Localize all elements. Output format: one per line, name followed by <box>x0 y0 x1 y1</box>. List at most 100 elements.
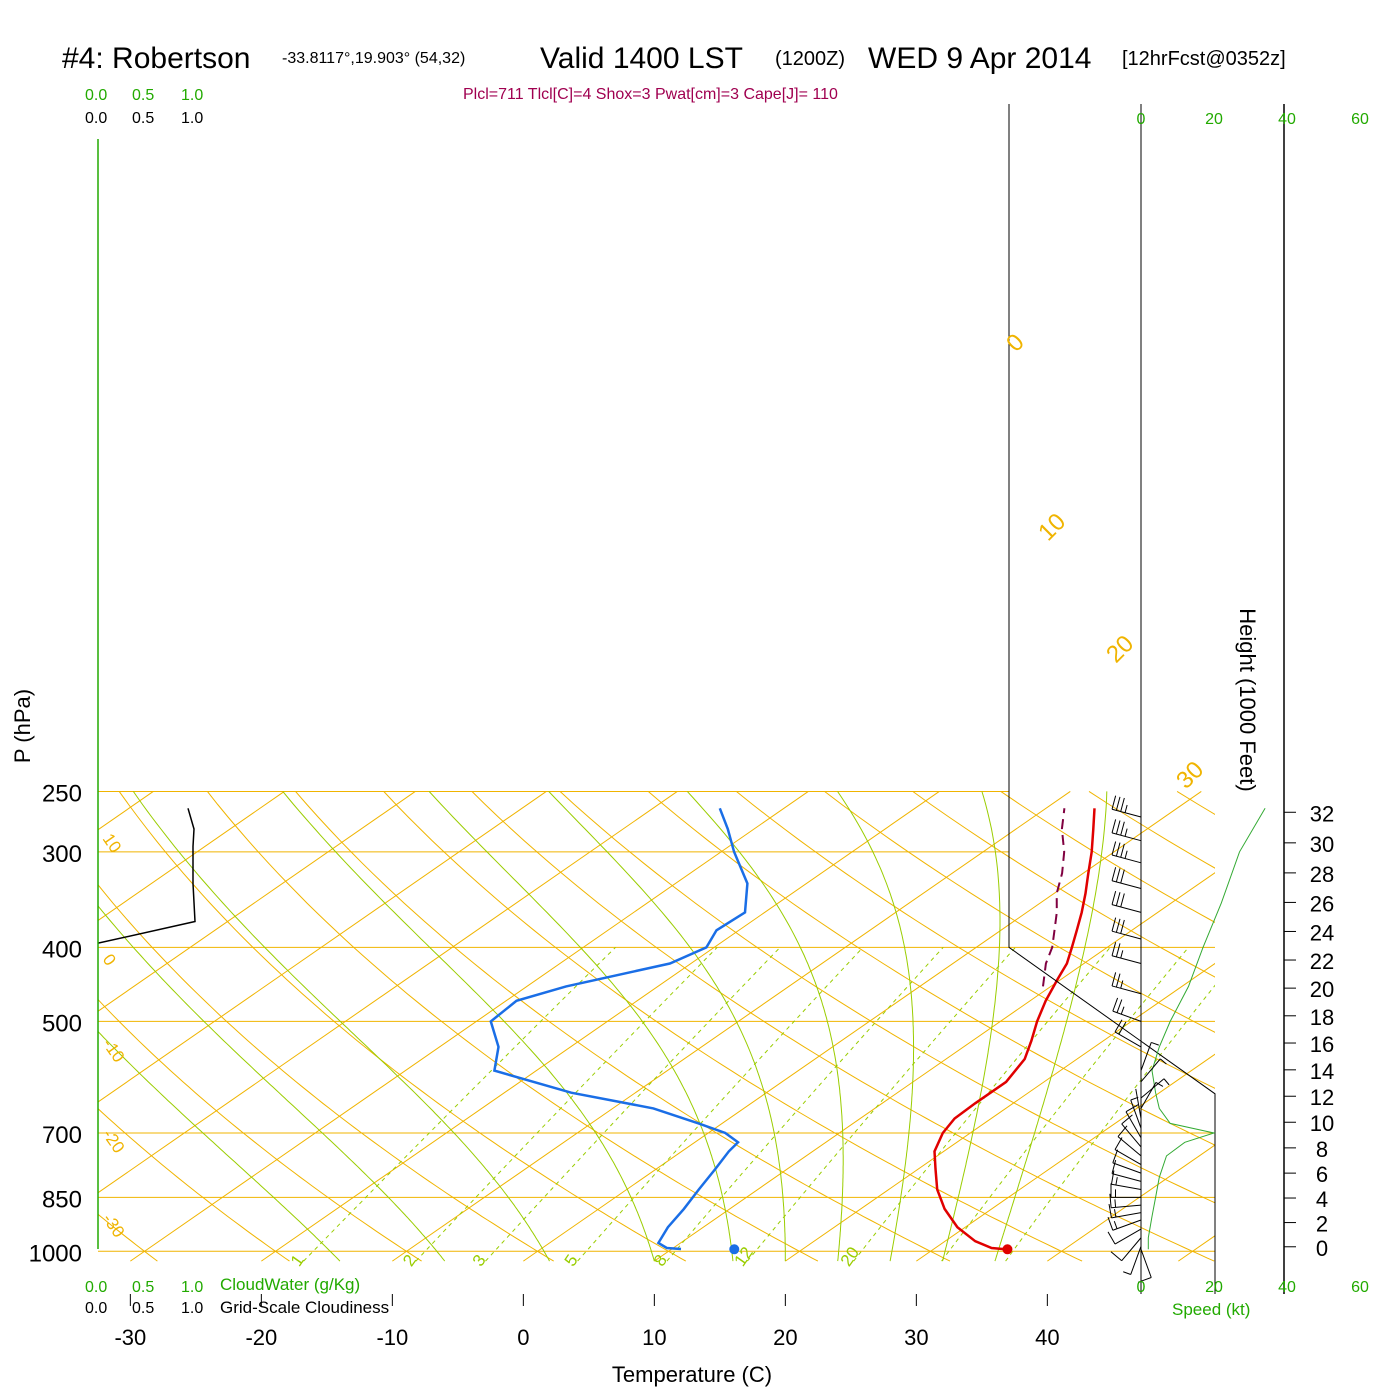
wind-barb-flag <box>1163 1078 1170 1086</box>
cloudiness-tick-top-2: 1.0 <box>181 110 203 127</box>
dry-adiabat <box>207 791 819 1262</box>
wind-barb <box>1117 1125 1142 1157</box>
cloud-panel-bottom: 0.0 0.5 1.0 CloudWater (g/Kg) 0.0 0.5 1.… <box>85 1275 389 1317</box>
cloudwater-tick-bottom-1: 0.5 <box>132 1279 154 1296</box>
moist-adiabat <box>837 791 915 1262</box>
wind-barb-flag <box>1120 821 1125 836</box>
wind-barb <box>1110 1170 1142 1190</box>
temperature-trace <box>933 808 1096 1251</box>
cloudiness-tick-top-1: 0.5 <box>132 110 154 127</box>
wind-barb-flag <box>1120 869 1125 884</box>
wind-barb-flag <box>1124 828 1128 837</box>
wind-barb-flag <box>1125 1104 1139 1113</box>
chart-header: #4: Robertson -33.8117°,19.903° (54,32) … <box>62 42 1286 103</box>
wind-barb-flag <box>1111 795 1117 810</box>
dry-adiabat <box>647 791 1215 1146</box>
height-axis-title: Height (1000 Feet) <box>1235 608 1260 791</box>
dry-adiabat <box>295 791 951 1262</box>
height-tick-label: 18 <box>1310 1005 1334 1030</box>
wind-barb-staff <box>1111 1173 1142 1182</box>
dry-adiabat <box>1000 790 1215 923</box>
wind-barb <box>1110 1183 1141 1198</box>
wind-barb-staff <box>1130 1099 1142 1129</box>
plot-right-boundary <box>1008 104 1216 1294</box>
dry-adiabat <box>735 791 1215 1089</box>
mixing-ratio-line <box>853 947 1111 1262</box>
isotherm-edge-label: 0 <box>1001 329 1030 358</box>
wind-barb-flag <box>1115 892 1121 906</box>
height-tick-label: 24 <box>1310 920 1334 945</box>
valid-time: Valid 1400 LST <box>540 42 743 75</box>
station-coords: -33.8117°,19.903° (54,32) <box>282 50 465 67</box>
wind-barb-staff <box>1125 1111 1142 1138</box>
x-tick-label: 30 <box>904 1325 928 1350</box>
wind-barb-flag <box>1124 804 1128 813</box>
wind-panel <box>1107 104 1266 1294</box>
cloudwater-label: CloudWater (g/Kg) <box>220 1275 360 1294</box>
wind-barb-flag <box>1111 972 1117 987</box>
moist-adiabat <box>98 905 446 1262</box>
wind-barb <box>1112 1149 1142 1174</box>
wind-barb-flag <box>1114 1199 1117 1208</box>
pressure-tick-label: 1000 <box>29 1240 82 1267</box>
pressure-tick-label: 400 <box>42 936 82 963</box>
wind-barb-flag <box>1120 980 1124 989</box>
wind-barb <box>1111 867 1142 890</box>
wind-barb-staff <box>1140 1042 1152 1071</box>
wind-barb-flag <box>1115 1177 1118 1186</box>
isotherm-edge-label: 20 <box>1101 630 1139 668</box>
stability-indices: Plcl=711 Tlcl[C]=4 Shox=3 Pwat[cm]=3 Cap… <box>463 86 838 103</box>
dry-adiabat <box>1353 791 1400 1261</box>
wind-barb <box>1111 1159 1142 1182</box>
isotherm-line <box>130 791 809 1262</box>
wind-barb-flag <box>1111 867 1117 881</box>
mixing-ratio-line <box>941 947 1189 1262</box>
speed-tick-bottom-1: 20 <box>1205 1279 1223 1296</box>
wind-barb-flag <box>1151 1041 1159 1046</box>
wind-barb <box>1111 972 1142 995</box>
isotherm-line <box>392 791 1071 1262</box>
wind-barb-flag <box>1111 1159 1117 1174</box>
x-tick-label: -10 <box>376 1325 408 1350</box>
x-tick-label: 10 <box>642 1325 666 1350</box>
moist-adiabat <box>98 1030 341 1262</box>
height-tick-label: 6 <box>1316 1162 1328 1187</box>
x-tick-label: -20 <box>245 1325 277 1350</box>
moist-adiabat <box>548 791 786 1262</box>
isotherm-line <box>1047 1144 1215 1262</box>
wind-barb-flag <box>1120 950 1124 959</box>
wind-barb-staff <box>1114 1149 1142 1166</box>
wind-barb-flag <box>1111 890 1117 905</box>
cloudwater-tick-top-0: 0.0 <box>85 87 107 104</box>
wind-barb-flag <box>1112 997 1119 1012</box>
isotherm-line <box>261 791 940 1262</box>
cloudiness-trace <box>98 808 196 944</box>
wind-barb <box>1111 795 1142 818</box>
wind-speed-trace <box>1147 808 1266 1250</box>
mixing-ratio-line <box>666 947 944 1262</box>
wind-barb-flag <box>1121 1114 1133 1125</box>
wind-barb-flag <box>1107 1231 1116 1245</box>
moist-adiabat <box>942 791 1001 1262</box>
height-tick-label: 28 <box>1310 862 1334 887</box>
wind-barb-flag <box>1111 917 1117 932</box>
wind-barb <box>1107 1216 1142 1231</box>
wind-barb <box>1109 1193 1142 1209</box>
moist-adiabat <box>132 791 550 1262</box>
cloudwater-tick-top-1: 0.5 <box>132 87 154 104</box>
isotherm-line <box>0 791 22 1261</box>
y-axis-title: P (hPa) <box>10 689 35 763</box>
pressure-tick-label: 850 <box>42 1186 82 1213</box>
dry-adiabat <box>383 791 1083 1262</box>
wind-barb-flag <box>1113 1221 1118 1229</box>
x-tick-label: 0 <box>517 1325 529 1350</box>
forecast-label: [12hrFcst@0352z] <box>1122 48 1286 70</box>
speed-tick-top-2: 40 <box>1278 111 1296 128</box>
wind-barb-flag <box>1118 1021 1127 1035</box>
cloudiness-tick-bottom-1: 0.5 <box>132 1300 154 1317</box>
wind-barb-flag <box>1107 1216 1114 1231</box>
moist-adiabat <box>428 791 734 1262</box>
wind-barb <box>1140 1041 1159 1071</box>
speed-tick-bottom-2: 40 <box>1278 1279 1296 1296</box>
